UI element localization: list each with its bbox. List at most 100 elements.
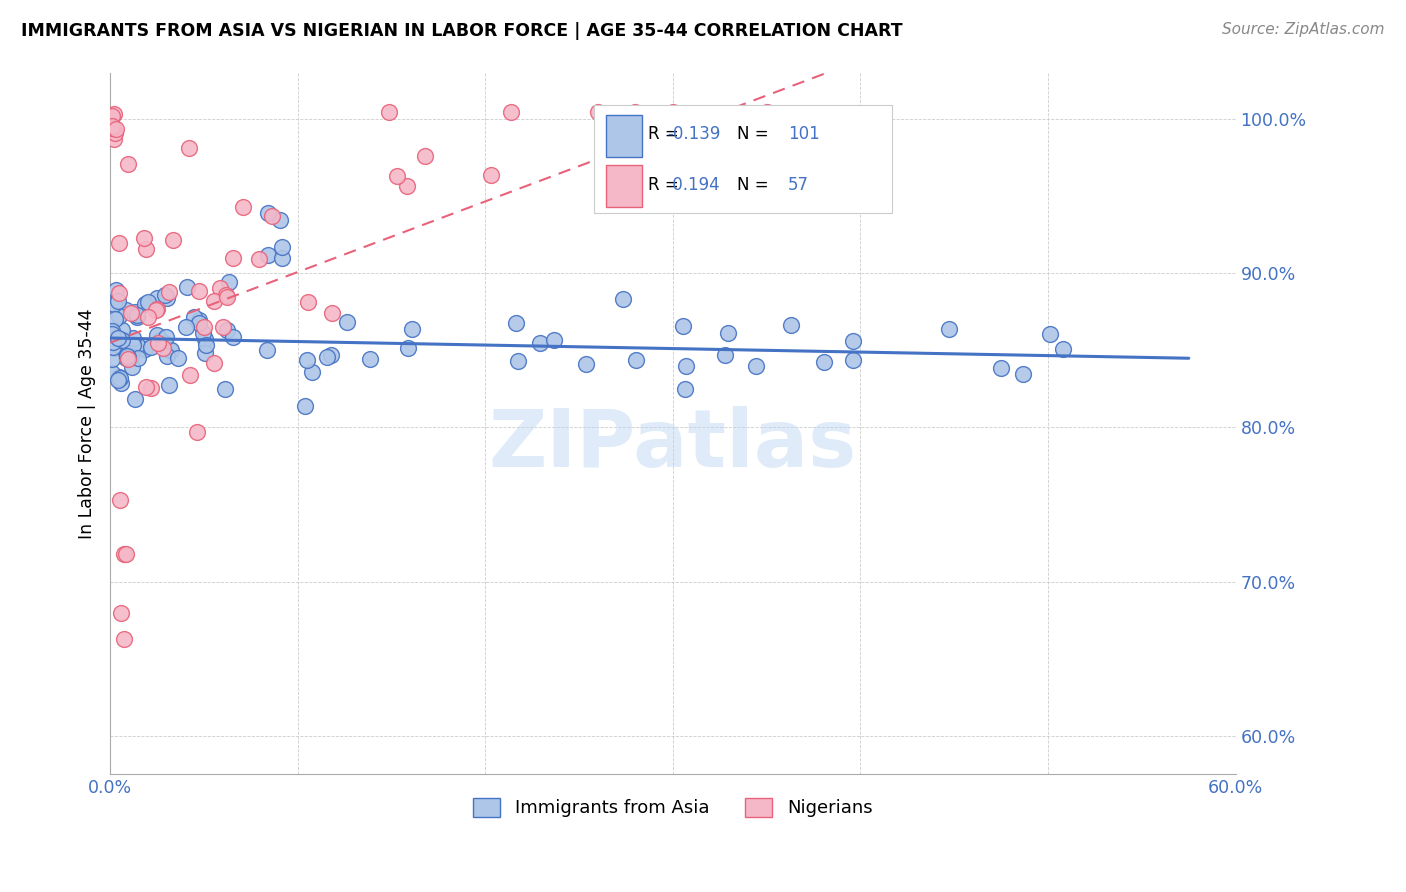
Point — [183, 310, 205, 324]
Point — [744, 359, 766, 373]
Point — [117, 350, 139, 364]
Point — [108, 236, 131, 251]
Point — [108, 286, 131, 301]
Point — [195, 338, 218, 352]
Point — [146, 336, 169, 351]
Point — [194, 345, 217, 359]
Point — [575, 357, 598, 371]
Point — [938, 322, 960, 336]
Text: 101: 101 — [787, 125, 820, 143]
Point — [111, 333, 134, 347]
Point — [359, 351, 381, 366]
Point — [396, 341, 419, 355]
Bar — [606, 165, 643, 207]
Point — [336, 315, 359, 329]
Point — [101, 119, 124, 133]
Point — [127, 351, 149, 365]
Point — [779, 318, 801, 333]
Text: Source: ZipAtlas.com: Source: ZipAtlas.com — [1222, 22, 1385, 37]
Point — [125, 338, 148, 352]
Bar — [606, 115, 643, 157]
Point — [159, 343, 181, 357]
Text: R =: R = — [648, 176, 683, 194]
Point — [612, 292, 634, 306]
Point — [624, 353, 647, 368]
Point — [188, 313, 211, 327]
Point — [222, 330, 245, 344]
Point — [139, 381, 162, 395]
Point — [101, 109, 124, 123]
Point — [160, 343, 183, 357]
Point — [101, 341, 124, 355]
Point — [319, 348, 342, 362]
Point — [215, 287, 238, 301]
Point — [202, 293, 225, 308]
Point — [813, 355, 835, 369]
Point — [675, 359, 697, 373]
Point — [107, 293, 129, 308]
Point — [479, 168, 502, 182]
Point — [316, 351, 339, 365]
Point — [115, 302, 138, 317]
Point — [107, 330, 129, 344]
Point — [108, 371, 131, 385]
Point — [194, 332, 217, 346]
Point — [115, 351, 138, 366]
Point — [105, 283, 128, 297]
Point — [146, 302, 169, 317]
Point — [145, 327, 167, 342]
Point — [717, 326, 740, 341]
Point — [122, 331, 145, 345]
Point — [501, 104, 523, 119]
Text: R =: R = — [648, 125, 683, 143]
Legend: Immigrants from Asia, Nigerians: Immigrants from Asia, Nigerians — [465, 791, 880, 825]
Point — [134, 342, 156, 356]
Point — [841, 334, 863, 349]
Text: 57: 57 — [787, 176, 808, 194]
Point — [1039, 326, 1062, 341]
Point — [508, 353, 530, 368]
Point — [176, 280, 198, 294]
Point — [214, 382, 236, 396]
Point — [193, 319, 215, 334]
Point — [153, 287, 176, 301]
Point — [269, 213, 291, 227]
Point — [149, 334, 172, 348]
Point — [294, 399, 316, 413]
Point — [202, 356, 225, 370]
Point — [174, 320, 197, 334]
Point — [1052, 342, 1074, 356]
Text: -0.139: -0.139 — [668, 125, 720, 143]
Point — [624, 104, 647, 119]
Point — [188, 317, 211, 331]
Point — [107, 310, 129, 324]
Point — [321, 305, 343, 319]
Point — [135, 243, 157, 257]
Point — [505, 316, 527, 330]
Point — [186, 425, 208, 439]
Point — [135, 379, 157, 393]
Point — [112, 632, 135, 646]
Point — [127, 310, 149, 324]
Text: IMMIGRANTS FROM ASIA VS NIGERIAN IN LABOR FORCE | AGE 35-44 CORRELATION CHART: IMMIGRANTS FROM ASIA VS NIGERIAN IN LABO… — [21, 22, 903, 40]
Point — [191, 326, 214, 340]
Point — [110, 376, 132, 391]
Point — [136, 295, 159, 310]
Point — [101, 324, 124, 338]
Point — [112, 547, 135, 561]
Point — [188, 284, 211, 298]
Point — [101, 121, 124, 136]
Point — [121, 359, 143, 374]
Point — [257, 248, 280, 262]
Point — [179, 368, 201, 383]
Point — [152, 335, 174, 350]
Point — [401, 322, 423, 336]
Point — [115, 350, 138, 364]
Point — [586, 104, 609, 119]
Text: N =: N = — [737, 176, 775, 194]
Point — [413, 149, 436, 163]
Point — [662, 104, 685, 119]
Point — [120, 306, 142, 320]
Point — [378, 104, 401, 119]
Point — [217, 290, 239, 304]
